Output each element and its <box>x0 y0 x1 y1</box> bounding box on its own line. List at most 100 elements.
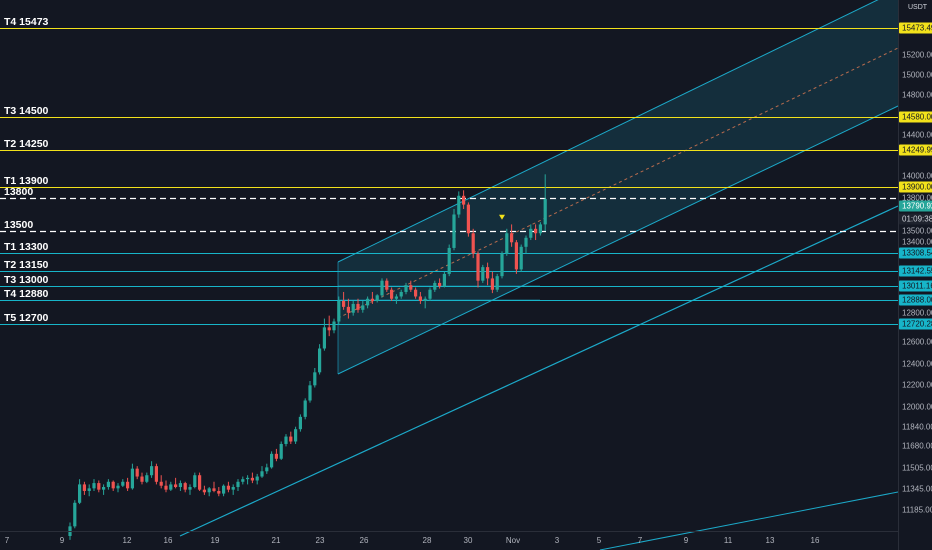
price-axis-tick: 15000.00 <box>902 70 932 80</box>
price-tag-target: 14249.99 <box>899 144 932 156</box>
level-label-t5-support: T5 12700 <box>4 311 49 324</box>
candle-body <box>399 291 403 297</box>
date-axis-tick: 23 <box>315 536 325 545</box>
candle-body <box>514 242 518 270</box>
candle-body <box>356 303 360 310</box>
price-axis-tick: 12400.00 <box>902 359 932 369</box>
price-tag-timer: 01:09:38 <box>899 213 932 225</box>
candle-body <box>154 466 158 482</box>
candle-body <box>126 481 130 489</box>
chart-markers <box>499 214 505 220</box>
candle-body <box>97 483 101 490</box>
candle-body <box>495 276 499 290</box>
candle-body <box>418 296 422 301</box>
candle-body <box>447 247 451 274</box>
currency-label: USDT <box>908 4 928 11</box>
candle-body <box>394 296 398 299</box>
candle-body <box>471 233 475 254</box>
candle-body <box>284 436 288 444</box>
date-axis-tick: 7 <box>4 536 10 545</box>
date-axis-tick: 16 <box>810 536 820 545</box>
level-label-t4-target: T4 15473 <box>4 15 49 28</box>
date-axis-tick: 5 <box>596 536 602 545</box>
candle-body <box>414 289 418 297</box>
candle-body <box>217 490 221 494</box>
candle-body <box>452 214 456 248</box>
candle-body <box>73 502 77 527</box>
candle-body <box>226 485 230 490</box>
candle-body <box>534 228 538 234</box>
candle-body <box>159 481 163 486</box>
candle-body <box>198 475 202 490</box>
far-trend-line <box>599 491 899 550</box>
candle-body <box>404 285 408 292</box>
candle-body <box>442 273 446 287</box>
candle-body <box>438 282 442 287</box>
level-label-t1-support: T1 13300 <box>4 240 49 253</box>
price-tag-target: 13900.00 <box>899 181 932 193</box>
candle-body <box>150 466 154 476</box>
price-axis-tick: 13800.00 <box>902 193 932 203</box>
candles <box>68 174 547 540</box>
candle-body <box>207 488 211 493</box>
candle-body <box>308 385 312 401</box>
level-label-resistance-13800: 13800 <box>4 185 34 198</box>
price-axis-tick: 14400.00 <box>902 130 932 140</box>
date-axis-tick: 21 <box>271 536 281 545</box>
candle-body <box>529 228 533 238</box>
candle-body <box>135 468 139 477</box>
candle-body <box>490 278 494 290</box>
date-axis-tick: 30 <box>463 536 473 545</box>
candle-body <box>265 467 269 472</box>
date-axis-tick: 28 <box>422 536 432 545</box>
candle-body <box>246 477 250 480</box>
candle-body <box>145 475 149 482</box>
candle-body <box>366 298 370 306</box>
candle-body <box>538 224 542 234</box>
candle-body <box>303 400 307 417</box>
time-axis-separator <box>0 531 898 532</box>
lower-trend-line <box>179 205 899 537</box>
date-axis-tick: 9 <box>683 536 689 545</box>
candle-body <box>524 237 528 247</box>
price-axis-tick: 12800.00 <box>902 308 932 318</box>
candle-body <box>183 483 187 490</box>
price-axis-tick: 11680.00 <box>902 441 932 451</box>
candle-body <box>250 477 254 481</box>
candle-body <box>337 301 341 322</box>
date-axis-tick: 9 <box>59 536 65 545</box>
candle-body <box>327 327 331 331</box>
level-label-t1-target: T1 13900 <box>4 174 49 187</box>
candle-body <box>519 246 523 270</box>
candle-body <box>279 443 283 459</box>
price-axis-tick: 12600.00 <box>902 337 932 347</box>
price-tag-current: 13790.92 <box>899 200 932 212</box>
regression-channel <box>179 0 899 550</box>
candle-body <box>231 487 235 490</box>
price-axis-tick: 14800.00 <box>902 90 932 100</box>
level-label-t2-support: T2 13150 <box>4 258 49 271</box>
candle-body <box>164 485 168 490</box>
channel-median-line <box>337 47 899 319</box>
candle-body <box>510 233 514 243</box>
candle-body <box>346 306 350 313</box>
candle-body <box>188 487 192 490</box>
candle-body <box>322 327 326 349</box>
date-axis-tick: 11 <box>723 536 733 545</box>
candle-body <box>174 484 178 488</box>
price-axis-tick: 15200.00 <box>902 50 932 60</box>
price-tag-target: 15473.49 <box>899 22 932 34</box>
candle-body <box>260 471 264 477</box>
candle-body <box>433 282 437 290</box>
candle-body <box>102 487 106 490</box>
price-axis-tick: 11185.00 <box>902 505 932 515</box>
candle-body <box>423 298 427 301</box>
candle-body <box>255 476 259 481</box>
candle-body <box>298 416 302 430</box>
candle-body <box>178 483 182 488</box>
candle-body <box>375 295 379 301</box>
price-axis-tick: 11505.00 <box>902 463 932 473</box>
candle-body <box>193 475 197 488</box>
price-tag-target: 14580.00 <box>899 111 932 123</box>
